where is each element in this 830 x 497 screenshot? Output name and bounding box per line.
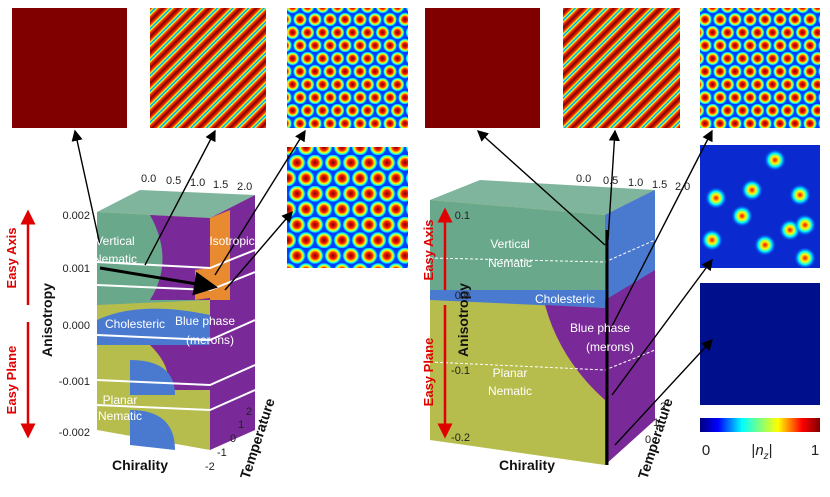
easy-axis: Easy Axis — [421, 220, 436, 281]
region-label: Vertical — [95, 234, 134, 248]
axis-label: Anisotropy — [455, 283, 471, 357]
axis-label: Chirality — [499, 457, 555, 473]
texture-labyrinth — [287, 8, 408, 128]
top-face — [430, 180, 655, 215]
tick-label: 0.002 — [62, 210, 90, 222]
left-box — [96, 190, 256, 450]
blue-phase-region — [150, 345, 210, 390]
tick-label: -0.001 — [59, 376, 90, 388]
merons — [701, 149, 816, 269]
tick-label: 2.0 — [675, 181, 690, 193]
tick-label: 2 — [246, 406, 252, 418]
colorbar-label: |nz| — [751, 442, 772, 462]
texture-planar — [700, 283, 820, 405]
bar: | — [769, 442, 773, 459]
region-label: Nematic — [488, 384, 532, 398]
region-label: Nematic — [98, 409, 142, 423]
tick-label: 1.5 — [213, 179, 228, 191]
vertical-nematic-region — [430, 200, 605, 290]
tick-label: 1 — [238, 419, 244, 431]
region-label: Planar — [493, 366, 528, 380]
region-label: Vertical — [490, 237, 529, 251]
tick-label: 0.0 — [141, 173, 156, 185]
tick-label: 0.0 — [455, 290, 470, 302]
tick-label: 0.5 — [166, 175, 181, 187]
tick-label: 1.0 — [628, 177, 643, 189]
region-label: Blue phase — [570, 321, 630, 335]
side-cholesteric — [605, 190, 655, 300]
colorbar-min: 0 — [702, 442, 710, 459]
region-label: Cholesteric — [105, 317, 165, 331]
symbol: n — [755, 442, 763, 459]
blue-phase-region — [545, 305, 605, 400]
region-label: Nematic — [488, 256, 532, 270]
texture-images — [12, 8, 820, 405]
axis-label: Anisotropy — [39, 283, 55, 357]
tick-label: -0.002 — [59, 427, 90, 439]
tick-label: -2 — [205, 461, 215, 473]
easy-plane: Easy Plane — [421, 338, 436, 407]
tick-label: -0.1 — [451, 365, 470, 377]
region-label: Blue phase — [175, 314, 235, 328]
tick-label: -1 — [217, 447, 227, 459]
tick-label: 0.0 — [576, 173, 591, 185]
tick-label: 1.5 — [652, 179, 667, 191]
left-labels: Easy Axis Easy Plane Anisotropy Chiralit… — [4, 173, 278, 481]
region-label: Isotropic — [209, 234, 254, 248]
tick-label: 0 — [230, 433, 236, 445]
tick-label: 0.000 — [62, 320, 90, 332]
arrows — [71, 129, 713, 446]
region-label: Nematic — [93, 252, 137, 266]
region-label: Planar — [103, 393, 138, 407]
bar: | — [751, 442, 755, 459]
easy-axis: Easy Axis — [4, 228, 19, 289]
tick-label: 1.0 — [190, 177, 205, 189]
subscript: z — [763, 451, 769, 462]
tick-label: 0.5 — [603, 175, 618, 187]
cholesteric-region — [130, 360, 175, 395]
colorbar: 0 |nz| 1 — [700, 418, 820, 462]
tick-label: 2.0 — [237, 181, 252, 193]
axis-label: Chirality — [112, 457, 168, 473]
tick-label: -0.2 — [451, 432, 470, 444]
tick-label: 0 — [645, 434, 651, 446]
texture-nematic — [12, 8, 127, 128]
colorbar-max: 1 — [811, 442, 819, 459]
texture-hex — [287, 147, 408, 268]
right-box — [429, 180, 656, 465]
cholesteric-region — [430, 290, 605, 308]
texture-nematic — [425, 8, 540, 128]
isotropic-region — [195, 265, 230, 300]
top-face — [97, 190, 255, 218]
colorbar-gradient — [700, 418, 820, 432]
region-label: (merons) — [586, 340, 634, 354]
tick-label: 0.001 — [62, 263, 90, 275]
cholesteric-region — [130, 410, 175, 450]
tick-label: 1 — [653, 417, 659, 429]
texture-dots — [700, 8, 820, 128]
arrow — [99, 266, 218, 296]
region-label: (merons) — [186, 333, 234, 347]
slices — [429, 239, 656, 371]
texture-stripes — [150, 8, 266, 128]
texture-stripes — [563, 8, 680, 128]
region-label: Cholesteric — [535, 292, 595, 306]
tick-label: 0.1 — [455, 210, 470, 222]
easy-plane: Easy Plane — [4, 346, 19, 415]
tick-label: 2 — [660, 401, 666, 413]
